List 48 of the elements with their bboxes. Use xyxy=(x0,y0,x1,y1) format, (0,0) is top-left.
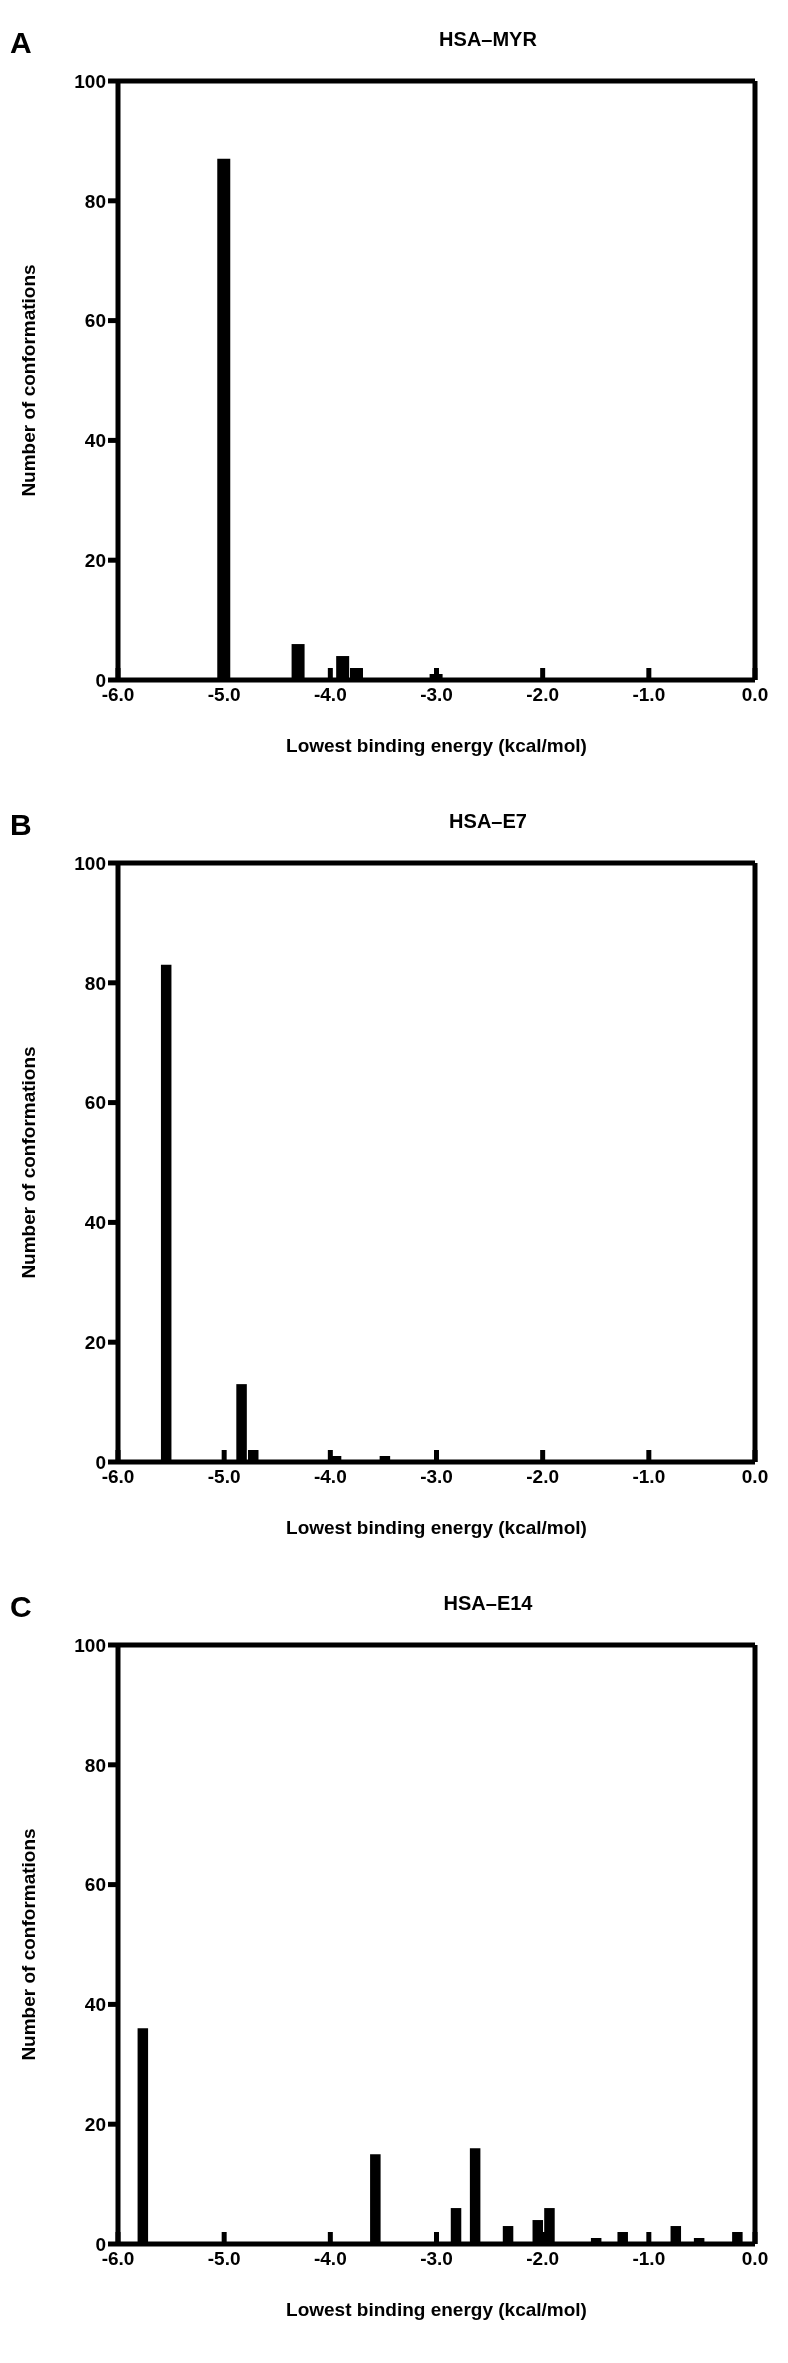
y-tick-label: 100 xyxy=(74,70,106,92)
y-tick-label: 20 xyxy=(84,1331,106,1353)
x-tick-label: -3.0 xyxy=(420,684,453,706)
text: A xyxy=(10,26,32,60)
y-tick-label: 80 xyxy=(84,190,106,212)
y-tick-label: 0 xyxy=(95,1451,106,1473)
x-tick-label: -1.0 xyxy=(632,1466,666,1488)
x-tick-label: -4.0 xyxy=(313,1466,347,1488)
y-tick-label: 40 xyxy=(84,1212,106,1234)
x-tick-label: -1.0 xyxy=(632,684,666,706)
x-tick-label: -2.0 xyxy=(526,684,560,706)
x-tick-label: 0.0 xyxy=(741,2248,769,2270)
x-tick-label: -2.0 xyxy=(526,2248,560,2270)
y-tick-label: 0 xyxy=(95,2233,106,2255)
x-axis-title: Lowest binding energy (kcal/mol) xyxy=(286,1517,587,1538)
text: B xyxy=(10,808,32,842)
y-tick-label: 40 xyxy=(84,1994,106,2016)
text: C xyxy=(10,1590,32,1624)
x-tick-label: 0.0 xyxy=(741,1466,769,1488)
x-tick-label: -5.0 xyxy=(207,1466,241,1488)
y-tick-label: 60 xyxy=(84,1874,106,1896)
chart-title: HSA–E7 xyxy=(448,810,528,833)
x-axis-title: Lowest binding energy (kcal/mol) xyxy=(286,735,587,756)
y-tick-label: 20 xyxy=(84,2113,106,2135)
y-tick-label: 100 xyxy=(74,852,106,874)
x-tick-label: -1.0 xyxy=(632,2248,666,2270)
y-tick-label: 100 xyxy=(74,1634,106,1656)
x-tick-label: 0.0 xyxy=(741,684,769,706)
y-tick-label: 20 xyxy=(84,549,106,571)
x-tick-label: -4.0 xyxy=(313,2248,347,2270)
y-tick-label: 60 xyxy=(84,310,106,332)
x-tick-label: -5.0 xyxy=(207,2248,241,2270)
y-axis-title: Number of conformations xyxy=(17,1046,39,1279)
x-tick-label: -3.0 xyxy=(420,1466,453,1488)
x-tick-label: -4.0 xyxy=(313,684,347,706)
y-tick-label: 0 xyxy=(95,669,106,691)
x-tick-label: -3.0 xyxy=(420,2248,453,2270)
chart-title: HSA–E14 xyxy=(442,1592,534,1615)
y-tick-label: 40 xyxy=(84,430,106,452)
y-tick-label: 80 xyxy=(84,972,106,994)
y-tick-label: 80 xyxy=(84,1754,106,1776)
y-tick-label: 60 xyxy=(84,1092,106,1114)
x-tick-label: -5.0 xyxy=(207,684,241,706)
chart-title: HSA–MYR xyxy=(438,28,538,51)
x-axis-title: Lowest binding energy (kcal/mol) xyxy=(286,2299,587,2320)
y-axis-title: Number of conformations xyxy=(17,264,39,497)
x-tick-label: -2.0 xyxy=(526,1466,560,1488)
y-axis-title: Number of conformations xyxy=(17,1828,39,2061)
